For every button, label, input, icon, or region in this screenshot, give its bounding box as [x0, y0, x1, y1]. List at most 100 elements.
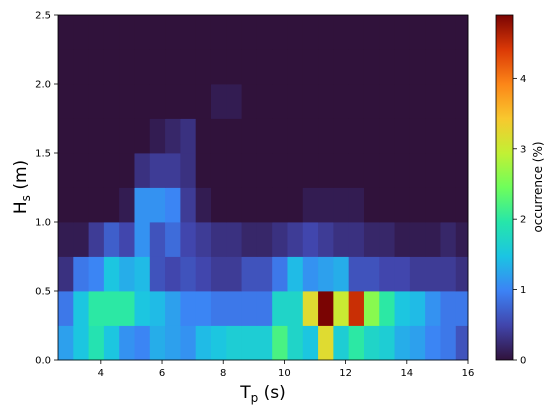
heatmap-cell [287, 118, 304, 154]
heatmap-cell [180, 49, 197, 85]
heatmap-cell [195, 325, 212, 361]
heatmap-cell [318, 291, 334, 326]
heatmap-cell [103, 15, 120, 50]
x-tick-label: 4 [98, 368, 104, 379]
heatmap-cell [455, 256, 469, 292]
heatmap-cell [88, 84, 105, 119]
heatmap-cell [180, 291, 197, 326]
heatmap-cell [134, 325, 151, 361]
heatmap-cell [134, 118, 151, 154]
heatmap-cell [455, 49, 469, 85]
heatmap-cell [256, 187, 273, 223]
heatmap-cell [333, 118, 350, 154]
heatmap-cell [272, 15, 288, 50]
heatmap-cell [318, 15, 334, 50]
x-tick-label: 16 [462, 368, 475, 379]
y-tick-label: 1.5 [35, 149, 51, 160]
heatmap-cell [88, 256, 105, 292]
heatmap-cell [210, 325, 227, 361]
heatmap-cell [119, 291, 135, 326]
heatmap-cell [394, 118, 411, 154]
heatmap-cell [180, 187, 197, 223]
heatmap-cell [318, 84, 334, 119]
heatmap-cell [241, 84, 258, 119]
heatmap-cell [58, 15, 74, 50]
heatmap-cell [440, 187, 457, 223]
heatmap-cell [409, 153, 426, 188]
heatmap-cell [379, 49, 395, 85]
heatmap-cell [256, 153, 273, 188]
heatmap-cell [318, 187, 334, 223]
heatmap-cell [88, 153, 105, 188]
heatmap-cell [241, 153, 258, 188]
heatmap-cell [272, 222, 288, 257]
heatmap-cell [348, 84, 365, 119]
heatmap-cell [363, 84, 380, 119]
heatmap-cell [103, 84, 120, 119]
heatmap-cell [226, 256, 242, 292]
heatmap-cell [119, 49, 135, 85]
heatmap-cell [409, 256, 426, 292]
heatmap-cell [58, 187, 74, 223]
heatmap-cell [58, 325, 74, 361]
heatmap-cell [440, 49, 457, 85]
heatmap-cell [195, 222, 212, 257]
heatmap-cell [149, 222, 166, 257]
heatmap-cell [226, 15, 242, 50]
heatmap-cell [103, 187, 120, 223]
heatmap-cell [241, 49, 258, 85]
heatmap-cell [318, 118, 334, 154]
heatmap-cell [58, 118, 74, 154]
x-tick-label: 10 [278, 368, 291, 379]
heatmap-cell [348, 325, 365, 361]
colorbar-tick-label: 4 [520, 74, 526, 85]
heatmap-cell [210, 222, 227, 257]
x-tick-label: 6 [159, 368, 165, 379]
heatmap-cell [455, 187, 469, 223]
heatmap-cell [409, 84, 426, 119]
heatmap-cell [333, 291, 350, 326]
heatmap-cell [103, 118, 120, 154]
heatmap-cell [394, 84, 411, 119]
heatmap-cell [425, 187, 441, 223]
heatmap-cell [180, 15, 197, 50]
heatmap-cell [409, 187, 426, 223]
heatmap-cell [134, 256, 151, 292]
heatmap-cell [180, 118, 197, 154]
heatmap-cell [226, 187, 242, 223]
heatmap-cell [302, 84, 319, 119]
heatmap-cell [119, 222, 135, 257]
heatmap-cell [134, 49, 151, 85]
heatmap-cell [287, 291, 304, 326]
heatmap-cell [119, 15, 135, 50]
colorbar-tick-label: 0 [520, 356, 526, 367]
colorbar-ticks: 0 1 2 3 4 [513, 74, 526, 367]
heatmap-cell [379, 15, 395, 50]
heatmap-cell [287, 325, 304, 361]
heatmap-cell [256, 291, 273, 326]
colorbar-label: occurrence (%) [531, 141, 545, 232]
colorbar-tick-label: 3 [520, 144, 526, 155]
heatmap-cell [195, 15, 212, 50]
heatmap-cell [440, 15, 457, 50]
heatmap-cell [134, 291, 151, 326]
heatmap-cell [379, 153, 395, 188]
heatmap-cell [302, 222, 319, 257]
heatmap-cell [394, 256, 411, 292]
heatmap-cell [210, 15, 227, 50]
heatmap-cell [210, 118, 227, 154]
heatmap-cell [348, 291, 365, 326]
heatmap-cell [348, 256, 365, 292]
heatmap-cell [195, 49, 212, 85]
heatmap-cell [134, 153, 151, 188]
heatmap-cell [58, 84, 74, 119]
heatmap-cell [333, 15, 350, 50]
y-tick-label: 2.5 [35, 11, 51, 22]
heatmap-cell [272, 118, 288, 154]
heatmap-cell [119, 153, 135, 188]
heatmap-cell [394, 325, 411, 361]
heatmap-cell [379, 291, 395, 326]
heatmap-cell [241, 15, 258, 50]
heatmap-cell [302, 256, 319, 292]
